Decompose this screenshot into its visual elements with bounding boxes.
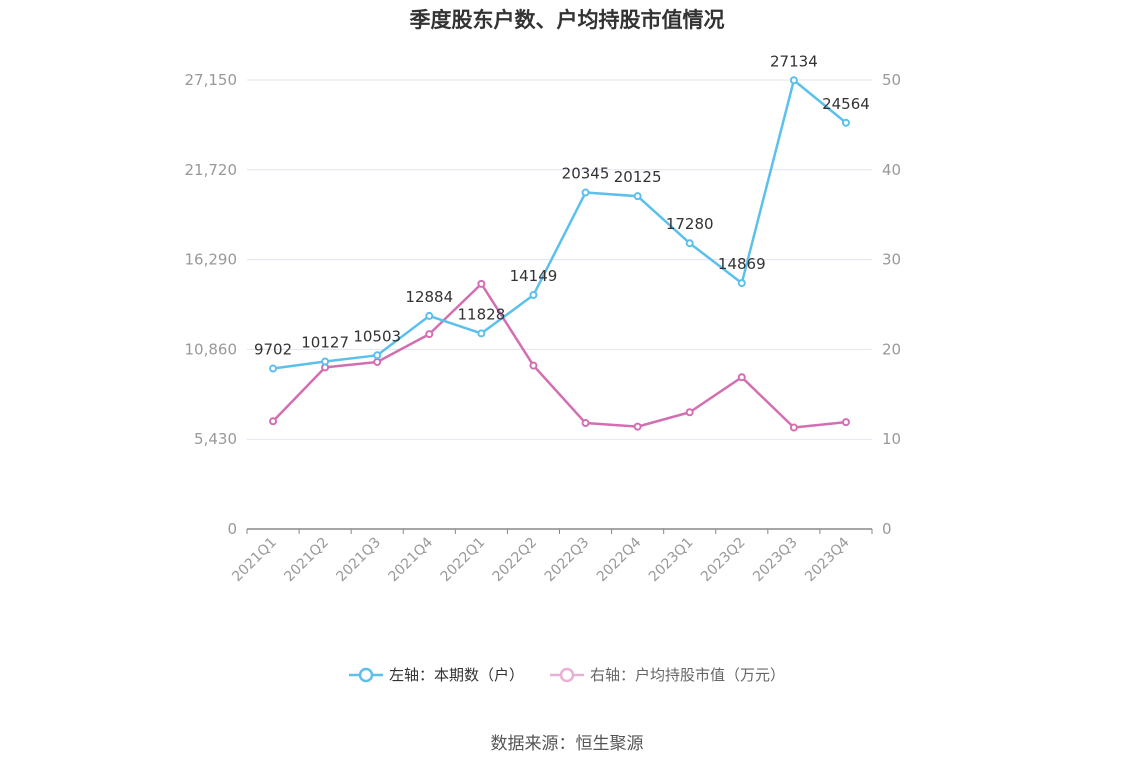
right-tick-label: 10 [882,430,901,448]
data-point-right [737,373,746,382]
left-tick-label: 27,150 [185,71,238,89]
data-label: 10127 [301,334,349,352]
right-tick-label: 50 [882,71,901,89]
x-tick-label: 2023Q1 [646,535,697,586]
x-tick-label: 2022Q3 [542,535,593,586]
x-tick-label: 2023Q2 [698,535,749,586]
left-tick-label: 10,860 [185,340,238,358]
left-tick-label: 16,290 [185,251,238,269]
data-label: 14869 [718,255,766,273]
data-point-right [529,361,538,370]
x-tick-label: 2021Q2 [281,535,332,586]
data-point-right [373,357,382,366]
x-tick-label: 2023Q4 [802,534,853,585]
data-label: 20345 [562,165,610,183]
x-tick-label: 2022Q1 [438,535,489,586]
data-point-left [633,192,642,201]
source-note: 数据来源：恒生聚源 [490,734,644,754]
series-lines [269,76,850,432]
right-tick-label: 30 [882,251,901,269]
data-label: 24564 [822,95,870,113]
legend-line-circle-icon [348,667,383,682]
right-tick-label: 0 [882,520,892,538]
legend-label-right-axis: 右轴：户均持股市值（万元） [590,666,786,684]
data-point-left [737,279,746,288]
legend: 左轴：本期数（户） 右轴：户均持股市值（万元） [0,664,1134,685]
data-point-right [269,417,278,426]
data-point-left [581,188,590,197]
x-tick-label: 2021Q1 [229,535,280,586]
x-tick-label: 2021Q3 [333,535,384,586]
data-point-right [581,419,590,428]
axes: 0 5,430 10,860 16,290 21,720 27,150 0 10 20 30 40 5… [185,71,902,585]
data-point-left [425,311,434,320]
data-point-right [685,408,694,417]
data-point-left [841,118,850,127]
data-label: 17280 [666,215,714,233]
data-point-left [321,357,330,366]
legend-label-left-axis: 左轴：本期数（户） [388,666,524,684]
x-tick-label: 2021Q4 [386,534,437,585]
series-line-left [272,79,847,370]
data-label: 9702 [254,341,292,359]
x-tick-label: 2023Q3 [750,535,801,586]
data-point-right [789,423,798,432]
legend-item-right-axis[interactable]: 右轴：户均持股市值（万元） [550,664,785,685]
chart-title: 季度股东户数、户均持股市值情况 [409,8,725,32]
data-label: 14149 [510,267,558,285]
data-point-left [685,239,694,248]
right-tick-label: 40 [882,161,901,179]
data-point-right [841,418,850,427]
data-labels: 9702 10127 10503 12884 11828 14149 20345 20125 1… [254,52,870,358]
series-line-right [272,282,847,429]
right-tick-label: 20 [882,340,901,358]
legend-item-left-axis[interactable]: 左轴：本期数（户） [348,664,524,685]
x-tick-label: 2022Q4 [594,534,645,585]
data-point-left [269,364,278,373]
data-point-left [529,291,538,300]
data-point-left [373,351,382,360]
data-point-left [789,76,798,85]
data-label: 20125 [614,168,662,186]
data-point-right [425,330,434,339]
legend-line-circle-icon [550,667,584,682]
data-point-left [477,329,486,338]
x-tick-label: 2022Q2 [490,535,541,586]
left-tick-label: 21,720 [185,161,238,179]
data-label: 27134 [770,52,818,70]
data-label: 10503 [353,327,401,345]
left-tick-label: 0 [227,520,237,538]
data-label: 11828 [458,305,506,323]
left-tick-label: 5,430 [194,430,237,448]
data-label: 12884 [405,288,453,306]
grid-lines [247,79,872,440]
data-point-right [633,422,642,431]
data-point-right [477,279,486,288]
